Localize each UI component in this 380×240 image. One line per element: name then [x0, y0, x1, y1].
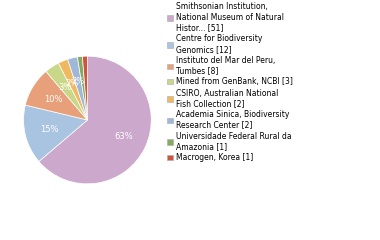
Text: 63%: 63% [114, 132, 133, 141]
Legend: Smithsonian Institution,
National Museum of Natural
Histor... [51], Centre for B: Smithsonian Institution, National Museum… [167, 2, 293, 162]
Wedge shape [39, 56, 151, 184]
Wedge shape [78, 56, 87, 120]
Wedge shape [82, 56, 87, 120]
Text: 2%: 2% [71, 77, 85, 86]
Text: 10%: 10% [44, 95, 63, 104]
Text: 15%: 15% [40, 125, 58, 134]
Wedge shape [24, 105, 87, 162]
Wedge shape [68, 57, 87, 120]
Text: 2%: 2% [66, 79, 79, 88]
Wedge shape [25, 72, 87, 120]
Text: 3%: 3% [59, 83, 72, 92]
Wedge shape [46, 63, 87, 120]
Wedge shape [59, 59, 87, 120]
